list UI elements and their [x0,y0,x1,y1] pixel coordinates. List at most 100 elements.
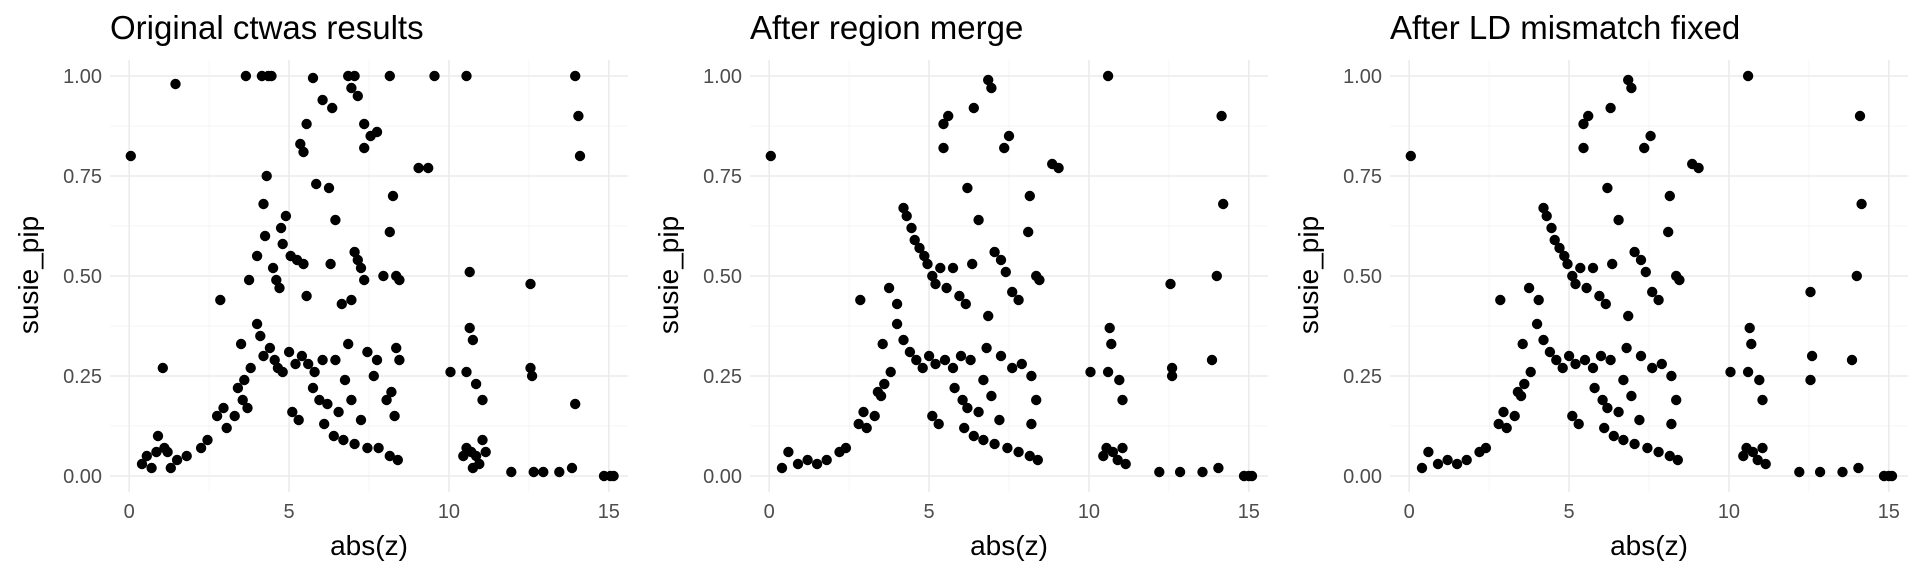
data-point [986,390,997,402]
y-tick-label: 0.75 [1343,166,1382,188]
data-point [1519,378,1530,390]
data-point [1626,82,1637,94]
data-point [157,362,168,374]
data-point [387,190,399,202]
data-point [938,118,949,130]
points [765,70,1258,482]
data-point [1837,466,1848,478]
data-point [1085,366,1096,378]
data-point [1605,354,1616,366]
data-point [1608,430,1619,442]
data-point [1805,286,1816,298]
y-tick-label: 0.50 [1343,266,1382,288]
data-point [1197,466,1208,478]
data-point [1493,418,1504,430]
data-point [1744,322,1755,334]
panel-after-ld-mismatch-fixed: After LD mismatch fixed susie_pip abs(z)… [1280,0,1920,576]
data-point [1618,374,1629,386]
data-point [181,450,192,462]
data-point [861,422,872,434]
data-point [1517,338,1528,350]
data-point [1003,130,1015,142]
data-point [371,354,383,366]
data-point [1579,354,1591,366]
data-point [1814,466,1826,478]
data-point [298,146,309,158]
data-point [872,386,884,398]
data-point [1570,358,1581,370]
data-point [959,422,970,434]
data-point [983,74,994,86]
data-point [1738,450,1749,462]
data-point [394,274,405,286]
data-point [989,438,1000,450]
x-tick-label: 10 [1078,501,1100,523]
data-point [328,430,339,442]
data-point [811,458,823,470]
data-point [1634,414,1645,426]
x-axis-title: abs(z) [330,530,408,561]
data-point [243,274,255,286]
data-point [245,362,256,374]
y-tick-label: 0.00 [703,466,742,488]
data-point [967,258,978,270]
x-tick-label: 5 [1563,501,1574,523]
data-point [1246,470,1258,482]
data-point [1218,198,1229,210]
data-point [1554,242,1565,254]
data-point [1629,246,1640,258]
data-point [927,410,938,422]
data-point [1165,278,1176,290]
data-point [968,430,979,442]
data-point [1538,202,1549,214]
y-tick-label: 0.25 [1343,366,1382,388]
data-point [1618,434,1629,446]
data-point [325,258,336,270]
data-point [1026,370,1037,382]
data-point [1581,282,1592,294]
data-point [1013,294,1024,306]
x-tick-label: 0 [1404,501,1415,523]
data-point [1794,466,1805,478]
data-point [1034,274,1045,286]
data-point [1725,366,1736,378]
data-point [283,346,295,358]
data-point [1693,162,1704,174]
data-point [1538,334,1549,346]
data-point [1663,226,1674,238]
data-point [1166,370,1178,382]
data-point [506,466,517,478]
points [1405,70,1898,482]
data-point [1104,322,1115,334]
data-point [935,262,946,274]
data-point [467,462,479,474]
data-point [1613,406,1624,418]
data-point [264,342,276,354]
data-point [235,338,247,350]
data-point [1742,366,1754,378]
data-point [1635,254,1647,266]
y-tick-label: 0.75 [63,166,102,188]
data-point [1013,446,1024,458]
data-point [1602,402,1613,414]
data-point [330,354,341,366]
data-point [1600,298,1611,310]
data-point [1664,190,1675,202]
data-point [994,414,1005,426]
data-point [1597,394,1608,406]
data-point [955,350,967,362]
data-point [1120,458,1131,470]
data-point [883,282,895,294]
data-point [919,250,930,262]
data-point [909,234,920,246]
y-tick-label: 0.25 [703,366,742,388]
data-point [301,290,312,302]
data-point [1559,250,1570,262]
data-point [1623,74,1634,86]
data-point [251,250,263,262]
data-point [1551,354,1562,366]
data-point [765,150,776,162]
data-point [943,110,954,122]
data-point [1216,110,1227,122]
data-point [938,142,949,154]
